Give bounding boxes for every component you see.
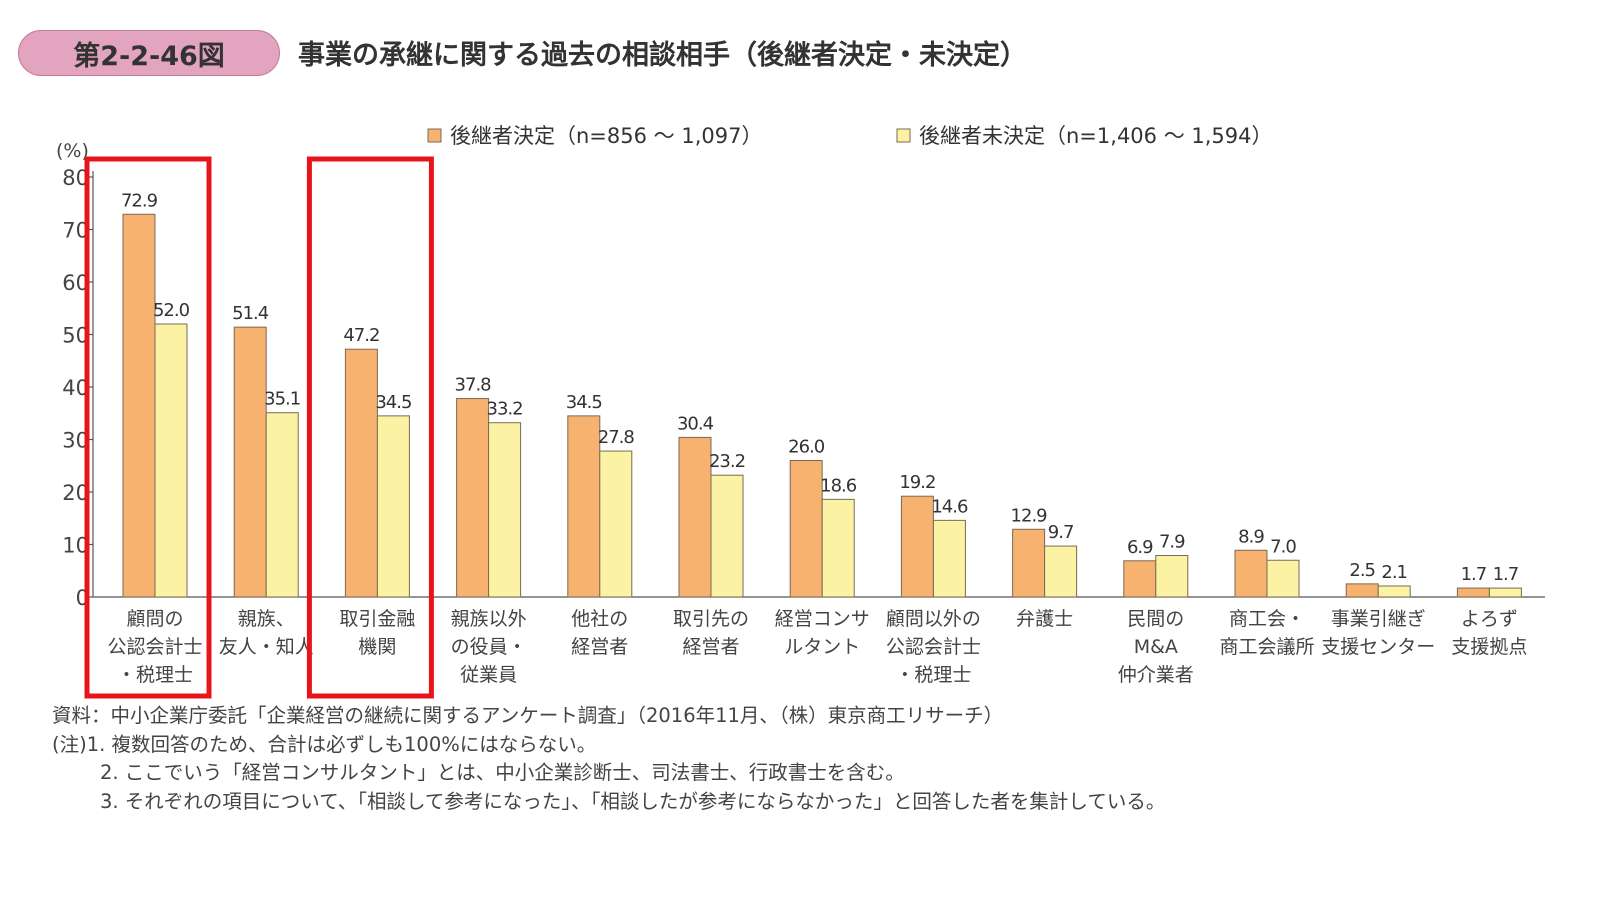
bar (678, 436, 712, 598)
data-label: 2.5 (1349, 560, 1375, 581)
bar (821, 498, 855, 598)
bar-chart: (%)0102030405060708072.951.447.237.834.5… (56, 124, 1545, 699)
bar (789, 460, 823, 598)
x-tick-label: の役員・ (451, 636, 527, 658)
bar (265, 412, 299, 598)
x-tick-label: 支援センター (1321, 636, 1435, 658)
data-label: 30.4 (677, 413, 714, 434)
y-unit-label: (%) (56, 140, 89, 162)
x-tick-label: M&A (1134, 636, 1178, 658)
x-tick-label: 顧問の (126, 608, 183, 630)
notes: 資料：中小企業庁委託「企業経営の継続に関するアンケート調査」（2016年11月、… (52, 702, 1165, 816)
bar (710, 474, 744, 598)
bar (1456, 587, 1490, 598)
bar (567, 415, 601, 598)
x-tick-label: 公認会計士 (886, 636, 981, 658)
x-tick-label: 商工会・ (1229, 608, 1305, 630)
bar (1155, 555, 1189, 598)
x-tick-label: ・税理士 (895, 664, 971, 686)
highlight-frame (306, 156, 434, 699)
bar (1234, 549, 1268, 598)
data-label: 23.2 (709, 451, 745, 472)
data-label: 33.2 (487, 399, 523, 420)
note-2: 2. ここでいう「経営コンサルタント」とは、中小企業診断士、司法書士、行政書士を… (100, 761, 905, 784)
data-label: 14.6 (931, 496, 968, 517)
data-label: 37.8 (455, 375, 492, 396)
data-label: 52.0 (153, 300, 190, 321)
bar (154, 323, 188, 598)
bar (1012, 528, 1046, 598)
x-tick-label: 仲介業者 (1118, 664, 1194, 686)
bar (1044, 545, 1078, 598)
data-label: 72.9 (121, 190, 158, 211)
bar (376, 415, 410, 598)
data-label: 1.7 (1493, 564, 1519, 585)
bar (456, 398, 490, 598)
data-label: 8.9 (1238, 526, 1264, 547)
x-tick-label: よろず (1461, 608, 1518, 630)
bar (1345, 583, 1379, 598)
highlight-frame (84, 156, 212, 699)
legend-label: 後継者決定（n=856 ～ 1,097） (450, 124, 762, 148)
note-1: (注)1. 複数回答のため、合計は必ずしも100%にはならない。 (52, 732, 597, 756)
data-label: 26.0 (788, 437, 825, 458)
data-label: 18.6 (820, 475, 857, 496)
x-tick-label: 支援拠点 (1451, 636, 1527, 658)
figure-title: 事業の承継に関する過去の相談相手（後継者決定・未決定） (298, 40, 1027, 71)
legend-label: 後継者未決定（n=1,406 ～ 1,594） (919, 124, 1273, 148)
bar (233, 326, 267, 598)
source-note: 資料：中小企業庁委託「企業経営の継続に関するアンケート調査」（2016年11月、… (52, 704, 1004, 727)
data-label: 34.5 (566, 392, 602, 413)
x-tick-label: 経営者 (682, 636, 739, 658)
x-tick-label: ・税理士 (117, 664, 193, 686)
x-tick-label: 他社の (571, 608, 628, 630)
x-tick-label: 顧問以外の (886, 608, 981, 630)
figure-number-badge: 第2-2-46図 (18, 30, 280, 76)
bar (1488, 587, 1522, 598)
x-tick-label: 機関 (358, 636, 396, 658)
x-tick-label: 親族、 (238, 608, 295, 630)
data-label: 6.9 (1127, 537, 1153, 558)
bar (900, 495, 934, 598)
bar (932, 519, 966, 598)
x-tick-label: 親族以外 (451, 608, 527, 630)
x-tick-label: 公認会計士 (107, 636, 202, 658)
bar (1377, 585, 1411, 598)
legend-swatch (427, 128, 442, 143)
data-label: 27.8 (598, 427, 635, 448)
data-label: 51.4 (232, 303, 269, 324)
data-label: 2.1 (1381, 562, 1407, 583)
data-label: 7.9 (1159, 532, 1185, 553)
data-label: 34.5 (375, 392, 411, 413)
data-label: 9.7 (1048, 522, 1074, 543)
x-tick-label: 民間の (1127, 608, 1184, 630)
data-label: 1.7 (1461, 564, 1487, 585)
bar (1123, 560, 1157, 598)
bar (344, 348, 378, 598)
x-tick-label: 弁護士 (1016, 608, 1073, 630)
x-tick-label: 友人・知人 (219, 636, 314, 658)
bar (599, 450, 633, 598)
x-tick-label: 従業員 (460, 664, 517, 686)
bar (122, 213, 156, 598)
note-3: 3. それぞれの項目について、「相談して参考になった」、「相談したが参考にならな… (100, 789, 1166, 813)
data-label: 19.2 (899, 472, 935, 493)
x-tick-label: 取引先の (673, 608, 749, 630)
x-tick-label: 商工会議所 (1219, 636, 1314, 658)
bar (1266, 559, 1300, 598)
bar (488, 422, 522, 598)
data-label: 12.9 (1011, 505, 1048, 526)
data-label: 35.1 (264, 389, 300, 410)
x-tick-label: 経営コンサ (775, 608, 870, 630)
data-label: 7.0 (1270, 536, 1296, 557)
x-tick-label: 取引金融 (339, 608, 415, 630)
data-label: 47.2 (343, 325, 379, 346)
x-tick-label: 事業引継ぎ (1331, 608, 1426, 630)
x-tick-label: 経営者 (571, 636, 628, 658)
x-tick-label: ルタント (784, 636, 860, 658)
legend-swatch (896, 128, 911, 143)
